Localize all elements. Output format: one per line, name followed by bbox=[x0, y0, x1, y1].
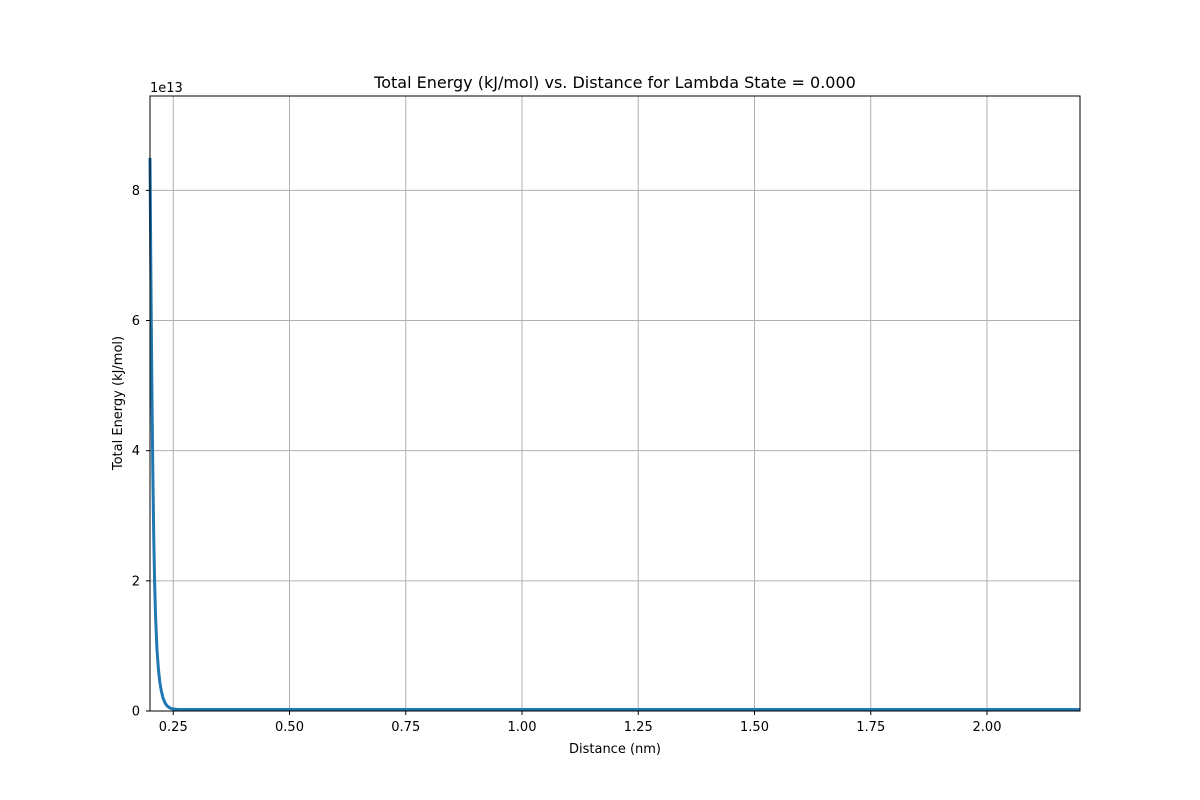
x-axis-label: Distance (nm) bbox=[569, 742, 661, 757]
plot-frame bbox=[149, 95, 1081, 712]
x-tick-label: 2.00 bbox=[973, 720, 1002, 735]
x-tick-label: 0.25 bbox=[159, 720, 188, 735]
y-tick-label: 8 bbox=[132, 184, 140, 199]
x-tick-label: 1.25 bbox=[624, 720, 653, 735]
x-tick-label: 1.00 bbox=[508, 720, 537, 735]
x-axis-ticks: 0.25 0.50 0.75 1.00 1.25 1.50 1.75 2.00 bbox=[159, 711, 1002, 735]
chart-title: Total Energy (kJ/mol) vs. Distance for L… bbox=[373, 73, 856, 92]
x-tick-label: 1.50 bbox=[740, 720, 769, 735]
y-tick-label: 4 bbox=[132, 444, 140, 459]
y-tick-label: 0 bbox=[132, 705, 140, 720]
grid bbox=[150, 96, 1080, 711]
series-layer bbox=[148, 157, 1080, 711]
y-axis-ticks: 0 2 4 6 8 bbox=[132, 184, 150, 720]
energy-series-line bbox=[148, 157, 1080, 711]
y-offset-label: 1e13 bbox=[150, 81, 183, 96]
y-axis-label: Total Energy (kJ/mol) bbox=[111, 336, 126, 471]
y-tick-label: 2 bbox=[132, 574, 140, 589]
y-tick-label: 6 bbox=[132, 314, 140, 329]
x-tick-label: 0.75 bbox=[391, 720, 420, 735]
x-tick-label: 1.75 bbox=[856, 720, 885, 735]
x-tick-label: 0.50 bbox=[275, 720, 304, 735]
